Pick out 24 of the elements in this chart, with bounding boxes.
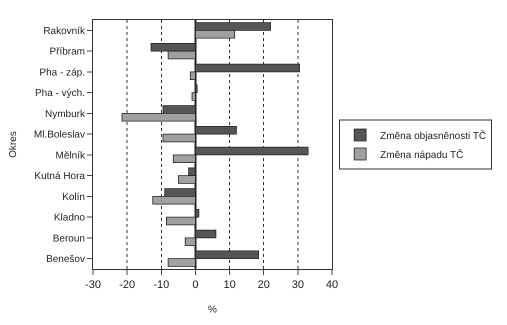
x-tick-label: 30 xyxy=(292,279,304,292)
y-tick-label: Ml.Boleslav xyxy=(34,130,85,141)
y-tick-label: Pha - vých. xyxy=(34,88,85,100)
y-tick-label: Kolín xyxy=(62,192,85,203)
x-axis-title: % xyxy=(208,304,218,316)
x-tick-label: -30 xyxy=(85,279,101,292)
y-tick-label: Beroun xyxy=(52,233,85,244)
y-tick-label: Kladno xyxy=(54,212,86,224)
y-tick-label: Nymburk xyxy=(44,108,86,120)
x-tick-label: 10 xyxy=(223,279,236,292)
y-axis-title: Okres xyxy=(8,131,19,158)
x-tick-label: -10 xyxy=(153,279,170,292)
y-tick-label: Pha - záp. xyxy=(39,67,85,78)
legend-label: Změna objasněnosti TČ xyxy=(380,130,486,142)
x-tick-label: 40 xyxy=(326,279,338,292)
x-tick-label: -20 xyxy=(119,279,136,292)
legend-label: Změna nápadu TČ xyxy=(380,148,464,161)
y-tick-label: Příbram xyxy=(49,46,85,58)
x-tick-label: 0 xyxy=(192,279,198,292)
y-tick-label: Benešov xyxy=(46,254,85,266)
y-tick-label: Mělník xyxy=(56,150,86,162)
x-tick-label: 20 xyxy=(258,279,270,292)
y-tick-label: Rakovník xyxy=(43,26,86,37)
y-tick-label: Kutná Hora xyxy=(34,171,86,182)
